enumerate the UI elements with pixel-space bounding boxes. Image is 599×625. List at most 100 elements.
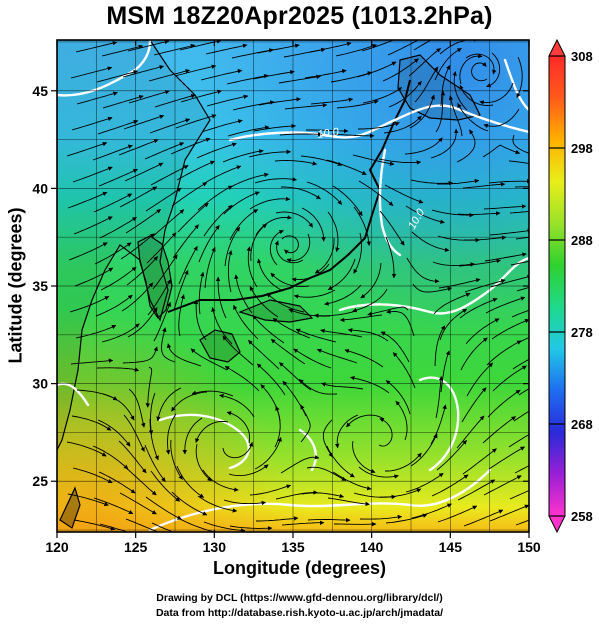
streamline: [383, 115, 422, 134]
streamline: [96, 367, 140, 372]
streamline: [326, 159, 367, 176]
contour-lines: [57, 40, 529, 532]
streamline: [483, 108, 520, 129]
streamline: [150, 470, 181, 502]
streamline: [385, 513, 428, 524]
streamline: [293, 289, 336, 299]
streamline: [98, 471, 136, 494]
streamline: [121, 282, 154, 312]
streamline: [206, 94, 249, 107]
streamline: [173, 269, 189, 311]
streamline: [274, 240, 304, 264]
streamline: [492, 365, 527, 392]
x-tick-label: 145: [439, 539, 463, 555]
streamline: [73, 519, 116, 531]
streamline: [448, 95, 463, 137]
x-axis-label: Longitude (degrees): [212, 558, 386, 578]
chart-title: MSM 18Z20Apr2025 (1013.2hPa): [106, 2, 493, 30]
streamline: [195, 443, 212, 482]
streamline: [249, 196, 291, 210]
streamline: [201, 119, 243, 133]
streamline: [434, 325, 446, 367]
streamline: [67, 493, 109, 507]
streamline: [439, 40, 479, 55]
streamline: [438, 278, 481, 289]
streamline: [249, 484, 292, 496]
streamline: [410, 433, 438, 467]
streamline: [254, 436, 282, 470]
streamline: [94, 242, 132, 265]
streamline: [144, 142, 185, 160]
streamline: [413, 40, 432, 51]
streamline: [255, 215, 292, 236]
streamline: [360, 262, 382, 299]
streamline: [229, 209, 259, 241]
streamline: [74, 267, 114, 287]
streamline: [434, 48, 462, 81]
streamline: [146, 232, 177, 264]
streamline: [463, 235, 507, 241]
streamline: [200, 69, 243, 81]
streamline: [515, 519, 529, 526]
streamline: [457, 479, 496, 501]
streamline: [382, 58, 419, 82]
streamline: [306, 181, 343, 205]
streamline: [279, 362, 312, 391]
streamline: [256, 516, 299, 522]
streamline: [300, 155, 343, 167]
streamline: [331, 133, 375, 139]
streamline: [508, 434, 529, 448]
streamline: [119, 492, 157, 515]
streamline: [487, 389, 521, 418]
streamline: [256, 363, 286, 396]
streamline: [456, 129, 476, 163]
streamline: [228, 464, 269, 477]
colorbar-min-arrow: [548, 515, 566, 534]
streamline: [284, 103, 328, 110]
streamline: [462, 448, 497, 475]
streamline: [165, 413, 177, 455]
streamline: [198, 225, 220, 263]
streamline: [166, 343, 202, 367]
streamline: [479, 82, 514, 105]
streamline: [339, 314, 383, 323]
streamline: [515, 236, 529, 240]
colorbar-tick-label: 278: [571, 325, 593, 340]
streamline: [459, 297, 498, 319]
streamline: [465, 53, 497, 75]
streamline: [512, 134, 529, 154]
streamline: [406, 257, 440, 284]
streamline: [509, 489, 529, 500]
streamline: [457, 211, 501, 216]
streamline: [280, 454, 320, 474]
x-tick-label: 120: [45, 539, 69, 555]
x-tick-label: 130: [203, 539, 227, 555]
streamline: [332, 185, 363, 217]
y-axis: 25 30 35 40 45: [32, 83, 529, 489]
streamline: [412, 283, 453, 293]
streamline: [144, 444, 166, 482]
streamline: [125, 518, 166, 532]
streamline: [148, 68, 191, 82]
streamline: [72, 166, 113, 183]
streamline: [324, 284, 362, 306]
streamline: [180, 89, 222, 103]
streamline: [152, 254, 178, 290]
streamline: [175, 114, 217, 129]
streamline: [252, 69, 295, 80]
streamline: [436, 439, 467, 471]
streamline: [489, 504, 529, 522]
colorbar-bar: [548, 55, 566, 517]
streamline: [334, 414, 359, 449]
streamline: [388, 80, 422, 108]
streamline: [118, 139, 159, 156]
streamline: [202, 165, 242, 185]
streamline: [66, 441, 107, 457]
streamline: [379, 488, 422, 498]
x-tick-label: 140: [360, 539, 384, 555]
streamline: [512, 358, 529, 370]
streamline: [459, 53, 483, 85]
streamline: [306, 466, 347, 481]
colorbar-tick-label: 268: [571, 417, 593, 432]
streamline: [458, 258, 502, 267]
